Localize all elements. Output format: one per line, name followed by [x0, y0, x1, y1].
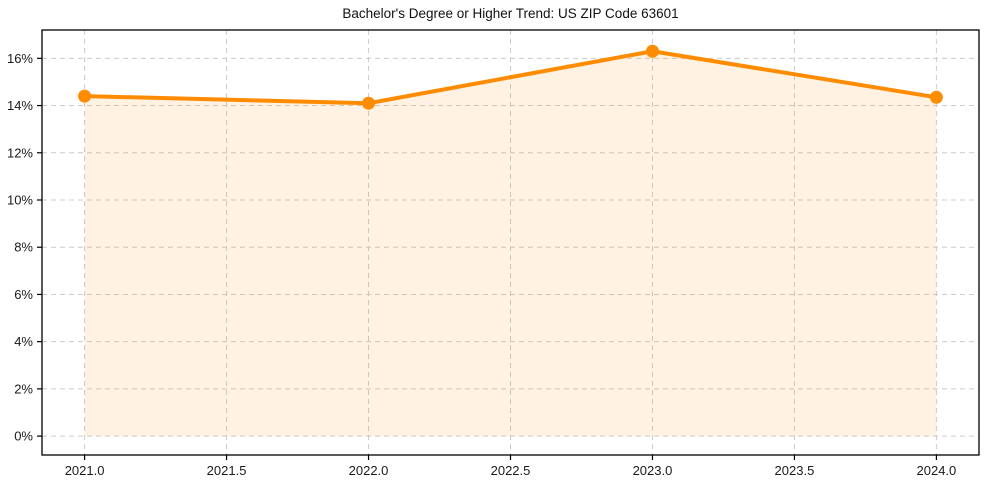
data-point-marker — [78, 89, 92, 103]
x-tick-label: 2022.0 — [349, 463, 389, 478]
data-point-marker — [929, 90, 943, 104]
y-tick-label: 6% — [14, 287, 33, 302]
y-tick-label: 0% — [14, 429, 33, 444]
y-tick-label: 8% — [14, 240, 33, 255]
area-fill — [84, 51, 937, 437]
data-point-marker — [362, 96, 376, 110]
y-tick-label: 2% — [14, 381, 33, 396]
trend-line — [82, 49, 939, 106]
y-tick-label: 14% — [7, 98, 33, 113]
x-tick-label: 2021.5 — [207, 463, 247, 478]
data-point-marker — [645, 44, 659, 58]
x-tick-label: 2023.0 — [633, 463, 673, 478]
chart-title: Bachelor's Degree or Higher Trend: US ZI… — [342, 6, 679, 21]
x-tick-label: 2023.5 — [775, 463, 815, 478]
y-tick-label: 16% — [7, 51, 33, 66]
x-tick-label: 2024.0 — [917, 463, 957, 478]
y-tick-label: 4% — [14, 334, 33, 349]
x-tick-label: 2022.5 — [491, 463, 531, 478]
y-tick-label: 10% — [7, 193, 33, 208]
x-tick-label: 2021.0 — [65, 463, 105, 478]
y-tick-label: 12% — [7, 145, 33, 160]
